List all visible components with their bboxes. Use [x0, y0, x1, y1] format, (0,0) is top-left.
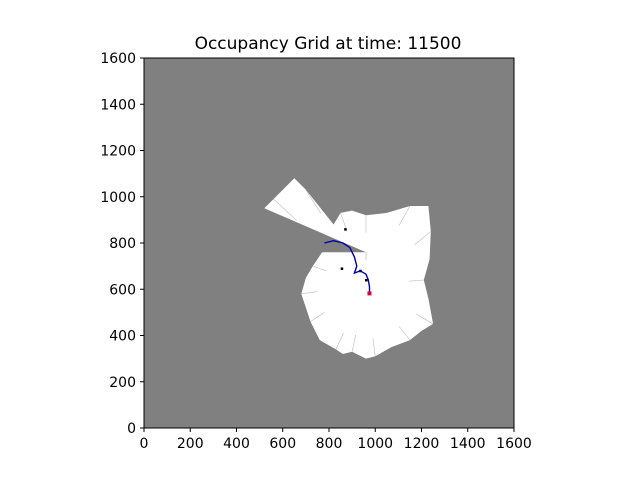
scan-ray: [416, 313, 434, 325]
scan-ray: [372, 338, 376, 357]
x-tick-label: 400: [223, 436, 250, 452]
chart-title: Occupancy Grid at time: 11500: [195, 34, 462, 54]
scan-ray-group: [273, 189, 434, 357]
scan-ray: [301, 291, 318, 295]
scan-ray: [398, 326, 411, 341]
y-tick-label: 1600: [100, 51, 136, 67]
y-tick-label: 1200: [100, 144, 136, 160]
x-tick-label: 800: [316, 436, 343, 452]
y-tick-label: 0: [127, 421, 136, 437]
y-tick-label: 200: [109, 375, 136, 391]
plot-area: [144, 58, 514, 428]
scan-ray: [398, 205, 411, 226]
y-tick-label: 400: [109, 329, 136, 345]
y-tick-label: 1400: [100, 97, 136, 113]
scan-ray: [409, 279, 424, 282]
x-tick-label: 1000: [357, 436, 393, 452]
scan-ray: [414, 231, 431, 245]
y-tick-label: 1000: [100, 190, 136, 206]
axes: 0 200 400 600 800 1000 1200 1400 1600 0 200 400 600 8…: [100, 51, 531, 452]
x-tick-label: 0: [140, 436, 149, 452]
x-tick-label: 200: [177, 436, 204, 452]
obstacle-cell: [340, 267, 344, 270]
obstacle-cell: [344, 228, 347, 231]
scan-ray: [310, 312, 325, 322]
scan-ray: [312, 265, 327, 272]
scan-ray: [340, 212, 348, 231]
scan-ray: [273, 198, 297, 221]
scan-ray: [351, 334, 356, 352]
x-tick-label: 1200: [404, 436, 440, 452]
x-tick-label: 1400: [450, 436, 486, 452]
obstacle-cell: [365, 279, 368, 282]
x-tick-label: 600: [269, 436, 296, 452]
free-space: [264, 178, 434, 359]
scan-ray: [305, 189, 322, 214]
scan-ray: [335, 333, 344, 350]
x-tick-label: 1600: [496, 436, 532, 452]
y-tick-label: 800: [109, 236, 136, 252]
y-tick-label: 600: [109, 282, 136, 298]
robot-path: [324, 239, 371, 293]
robot-marker: [367, 291, 372, 296]
unknown-space: [144, 58, 514, 428]
